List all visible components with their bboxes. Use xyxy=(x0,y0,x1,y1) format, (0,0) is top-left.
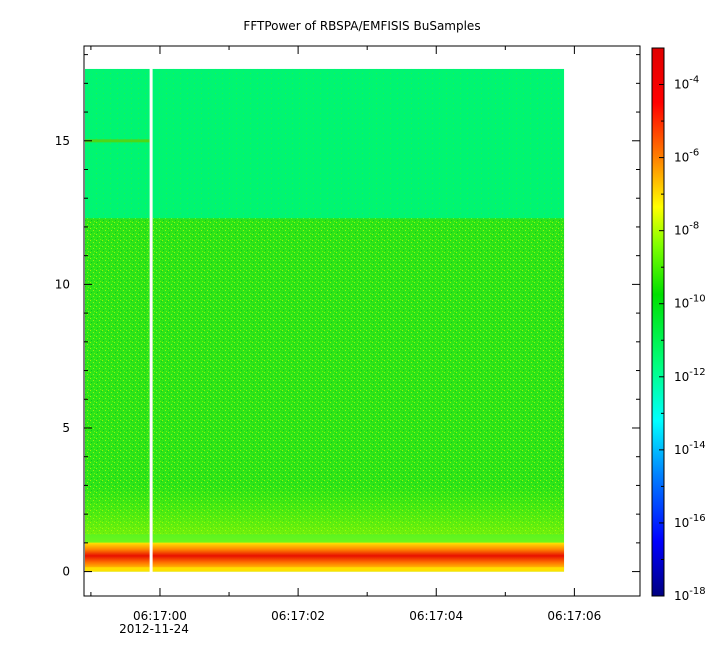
colorbar-tick-exponent: -4 xyxy=(689,75,699,86)
x-tick-label: 06:17:00 xyxy=(133,609,187,623)
heatmap-low-frequency-band xyxy=(85,542,565,569)
colorbar-tick-label: 10-6 xyxy=(674,148,699,165)
x-tick-label: 06:17:04 xyxy=(409,609,463,623)
y-tick-label: 0 xyxy=(62,565,70,579)
colorbar-tick-label: 10-14 xyxy=(674,440,706,457)
colorbar-tick-base: 10 xyxy=(674,370,689,384)
heatmap-bottom-edge xyxy=(85,567,565,572)
colorbar-tick-exponent: -14 xyxy=(689,440,705,451)
y-tick-label: 5 xyxy=(62,421,70,435)
y-tick-label: 10 xyxy=(55,277,70,291)
colorbar-tick-label: 10-8 xyxy=(674,221,699,238)
colorbar-tick-label: 10-10 xyxy=(674,294,706,311)
colorbar-tick-label: 10-18 xyxy=(674,586,706,603)
x-tick-date-label: 2012-11-24 xyxy=(119,622,189,636)
colorbar-tick-exponent: -8 xyxy=(689,221,699,232)
colorbar-tick-base: 10 xyxy=(674,516,689,530)
colorbar-tick-base: 10 xyxy=(674,297,689,311)
x-tick-label: 06:17:06 xyxy=(547,609,601,623)
colorbar-tick-base: 10 xyxy=(674,151,689,165)
spectrogram-image xyxy=(85,67,565,573)
colorbar-tick-exponent: -18 xyxy=(689,586,705,597)
colorbar-tick-label: 10-4 xyxy=(674,75,699,92)
colorbar-tick-base: 10 xyxy=(674,78,689,92)
colorbar-tick-label: 10-16 xyxy=(674,513,706,530)
chart-title: FFTPower of RBSPA/EMFISIS BuSamples xyxy=(243,19,480,33)
heatmap-15-line xyxy=(85,139,150,143)
data-gap xyxy=(149,67,153,573)
colorbar-tick-exponent: -10 xyxy=(689,294,705,305)
colorbar-tick-exponent: -12 xyxy=(689,367,705,378)
heatmap-middle-texture xyxy=(85,218,565,535)
colorbar-tick-exponent: -6 xyxy=(689,148,699,159)
colorbar-tick-label: 10-12 xyxy=(674,367,706,384)
x-tick-label: 06:17:02 xyxy=(271,609,325,623)
colorbar-tick-base: 10 xyxy=(674,589,689,603)
y-tick-label: 15 xyxy=(55,134,70,148)
colorbar-tick-exponent: -16 xyxy=(689,513,705,524)
colorbar-tick-base: 10 xyxy=(674,224,689,238)
y-axis: 0 5 10 15 xyxy=(55,54,640,579)
colorbar-gradient xyxy=(651,47,665,597)
heatmap-upper-texture xyxy=(85,68,565,219)
colorbar-tick-base: 10 xyxy=(674,443,689,457)
